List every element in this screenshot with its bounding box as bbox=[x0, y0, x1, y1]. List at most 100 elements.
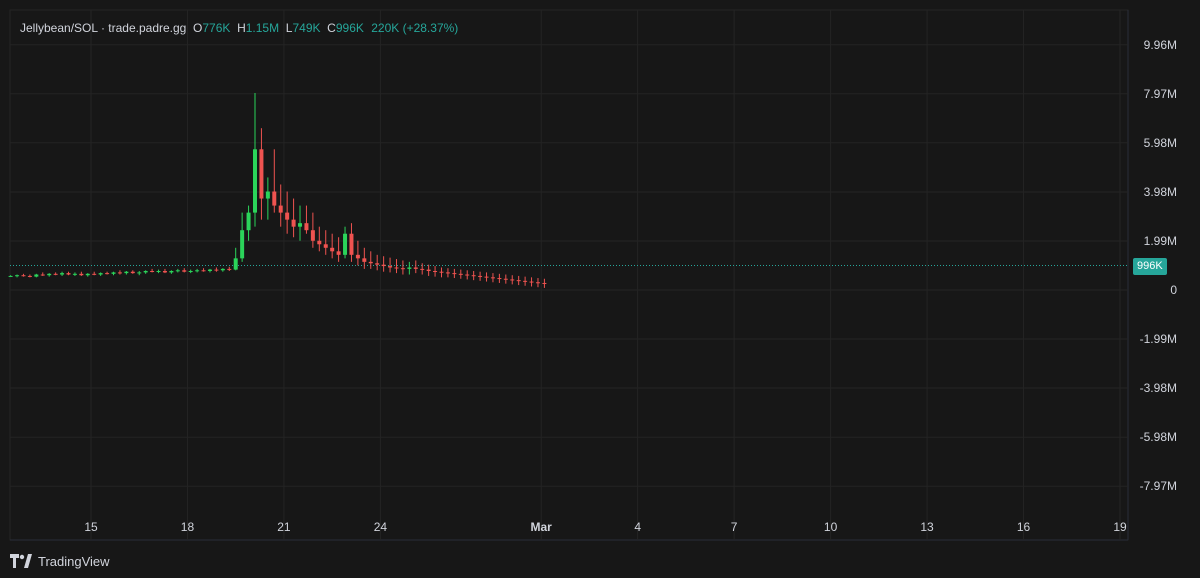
high-label: H bbox=[237, 21, 246, 35]
legend-separator: · bbox=[100, 21, 105, 35]
candle-body bbox=[291, 219, 296, 227]
candle-body bbox=[259, 149, 264, 199]
x-tick-label: 18 bbox=[181, 520, 195, 534]
candle-body bbox=[240, 230, 245, 259]
y-tick-label: 0 bbox=[1170, 283, 1177, 297]
candle-body bbox=[227, 268, 232, 270]
x-tick-label: Mar bbox=[531, 520, 553, 534]
candle-body bbox=[117, 272, 122, 274]
candle-body bbox=[111, 272, 116, 274]
candle-body bbox=[426, 269, 431, 272]
candle-body bbox=[278, 205, 283, 213]
candle-body bbox=[188, 271, 193, 273]
candle-body bbox=[362, 258, 367, 262]
candle-body bbox=[516, 280, 521, 282]
candle-body bbox=[66, 273, 71, 275]
candle-body bbox=[407, 267, 412, 269]
candle-body bbox=[40, 274, 45, 276]
y-tick-label: 7.97M bbox=[1144, 87, 1177, 101]
candle-body bbox=[15, 275, 20, 277]
x-tick-label: 13 bbox=[920, 520, 934, 534]
candle-body bbox=[92, 273, 97, 275]
x-tick-label: 21 bbox=[277, 520, 291, 534]
candle-body bbox=[79, 273, 84, 276]
x-tick-label: 15 bbox=[84, 520, 98, 534]
candle-body bbox=[195, 270, 200, 272]
candle-body bbox=[458, 273, 463, 275]
y-tick-label: 9.96M bbox=[1144, 38, 1177, 52]
candle-body bbox=[304, 223, 309, 231]
candle-body bbox=[497, 278, 502, 280]
high-value: 1.15M bbox=[245, 21, 280, 35]
candle-body bbox=[105, 273, 110, 275]
candle-body bbox=[465, 274, 470, 276]
y-tick-label: -3.98M bbox=[1140, 381, 1177, 395]
candle-body bbox=[484, 276, 489, 278]
candle-body bbox=[137, 272, 142, 274]
candle-body bbox=[252, 149, 257, 213]
candle-body bbox=[162, 271, 167, 273]
candle-body bbox=[85, 273, 90, 276]
close-value: 996K bbox=[335, 21, 364, 35]
x-tick-label: 4 bbox=[634, 520, 641, 534]
candle-body bbox=[27, 275, 32, 277]
candle-body bbox=[124, 271, 129, 274]
open-label: O bbox=[193, 21, 203, 35]
low-label: L bbox=[285, 21, 293, 35]
candle-body bbox=[510, 279, 515, 281]
candle-body bbox=[285, 212, 290, 220]
x-tick-label: 24 bbox=[374, 520, 388, 534]
plot-area bbox=[9, 9, 1129, 541]
last-price-label: 996K bbox=[1133, 258, 1167, 275]
data-source: trade.padre.gg bbox=[108, 21, 187, 35]
candle-body bbox=[21, 275, 26, 277]
candle-body bbox=[72, 273, 77, 275]
candle-body bbox=[130, 271, 135, 274]
candle-body bbox=[529, 281, 534, 283]
candle-body bbox=[388, 266, 393, 268]
tradingview-logo-icon bbox=[10, 554, 32, 568]
candle-body bbox=[150, 271, 155, 273]
candle-body bbox=[53, 273, 58, 275]
candle-body bbox=[233, 258, 238, 270]
x-tick-label: 16 bbox=[1017, 520, 1031, 534]
candle-body bbox=[478, 275, 483, 277]
candle-body bbox=[368, 261, 373, 264]
candle-body bbox=[542, 282, 547, 284]
y-tick-label: 3.98M bbox=[1144, 185, 1177, 199]
candle-body bbox=[336, 251, 341, 255]
change-value: 220K (+28.37%) bbox=[371, 21, 459, 35]
tradingview-branding[interactable]: TradingView bbox=[10, 551, 110, 571]
candle-body bbox=[265, 191, 270, 199]
candle-body bbox=[169, 271, 174, 273]
candle-body bbox=[272, 191, 277, 206]
candle-body bbox=[394, 267, 399, 269]
candle-body bbox=[523, 280, 528, 282]
candle-body bbox=[214, 269, 219, 271]
candle-body bbox=[298, 223, 303, 227]
y-tick-label: -5.98M bbox=[1140, 430, 1177, 444]
candle-body bbox=[47, 273, 52, 276]
candle-body bbox=[143, 271, 148, 273]
symbol-legend: Jellybean/SOL · trade.padre.gg O776K H1.… bbox=[20, 21, 458, 35]
candle-body bbox=[420, 268, 425, 270]
candle-body bbox=[535, 282, 540, 284]
candle-body bbox=[156, 271, 161, 273]
x-tick-label: 19 bbox=[1113, 520, 1127, 534]
candle-body bbox=[471, 275, 476, 277]
x-tick-label: 10 bbox=[824, 520, 838, 534]
candle-body bbox=[503, 278, 508, 280]
candle-body bbox=[375, 263, 380, 265]
candle-body bbox=[60, 273, 65, 275]
candle-body bbox=[355, 254, 360, 259]
y-tick-label: -1.99M bbox=[1140, 332, 1177, 346]
tradingview-text: TradingView bbox=[38, 553, 110, 569]
candle-body bbox=[330, 247, 335, 252]
close-label: C bbox=[327, 21, 336, 35]
candle-body bbox=[445, 272, 450, 274]
candle-body bbox=[381, 264, 386, 267]
candle-body bbox=[490, 277, 495, 279]
low-value: 749K bbox=[292, 21, 321, 35]
